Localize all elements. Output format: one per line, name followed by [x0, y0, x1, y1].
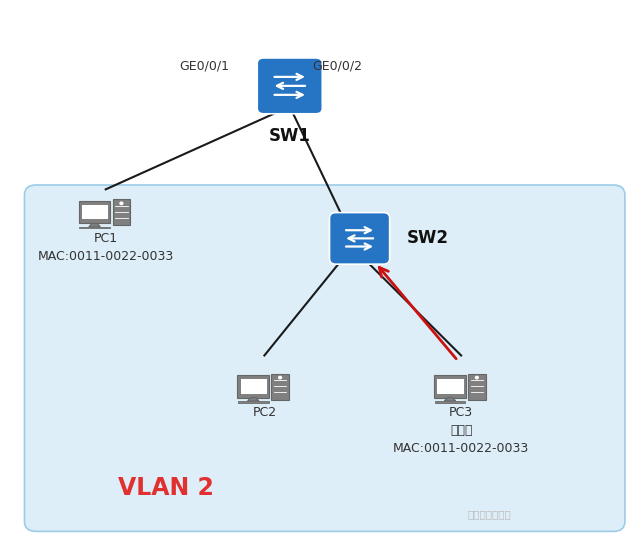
Text: 玫城狮成长日记: 玫城狮成长日记	[467, 509, 511, 519]
FancyBboxPatch shape	[271, 374, 289, 400]
FancyBboxPatch shape	[329, 212, 390, 264]
Text: GE0/0/2: GE0/0/2	[312, 59, 362, 72]
FancyBboxPatch shape	[240, 378, 267, 394]
Polygon shape	[444, 398, 456, 401]
FancyBboxPatch shape	[238, 401, 269, 403]
FancyBboxPatch shape	[24, 185, 625, 531]
Text: PC3
攻击者
MAC:0011-0022-0033: PC3 攻击者 MAC:0011-0022-0033	[393, 406, 529, 455]
FancyBboxPatch shape	[79, 227, 110, 228]
Circle shape	[278, 377, 282, 379]
FancyBboxPatch shape	[435, 401, 466, 403]
Text: SW1: SW1	[269, 127, 311, 145]
FancyBboxPatch shape	[81, 204, 108, 220]
Polygon shape	[89, 223, 100, 227]
FancyBboxPatch shape	[78, 201, 111, 223]
Polygon shape	[248, 398, 259, 401]
Text: SW2: SW2	[407, 229, 449, 247]
FancyBboxPatch shape	[437, 378, 464, 394]
Text: VLAN 2: VLAN 2	[118, 476, 214, 500]
Text: PC2: PC2	[252, 406, 276, 419]
Circle shape	[120, 202, 123, 205]
Circle shape	[475, 377, 478, 379]
Text: PC1
MAC:0011-0022-0033: PC1 MAC:0011-0022-0033	[37, 232, 174, 263]
FancyBboxPatch shape	[468, 374, 485, 400]
FancyBboxPatch shape	[257, 58, 322, 114]
FancyBboxPatch shape	[113, 200, 130, 225]
FancyBboxPatch shape	[434, 375, 466, 398]
FancyBboxPatch shape	[237, 375, 269, 398]
Text: GE0/0/1: GE0/0/1	[179, 59, 230, 72]
